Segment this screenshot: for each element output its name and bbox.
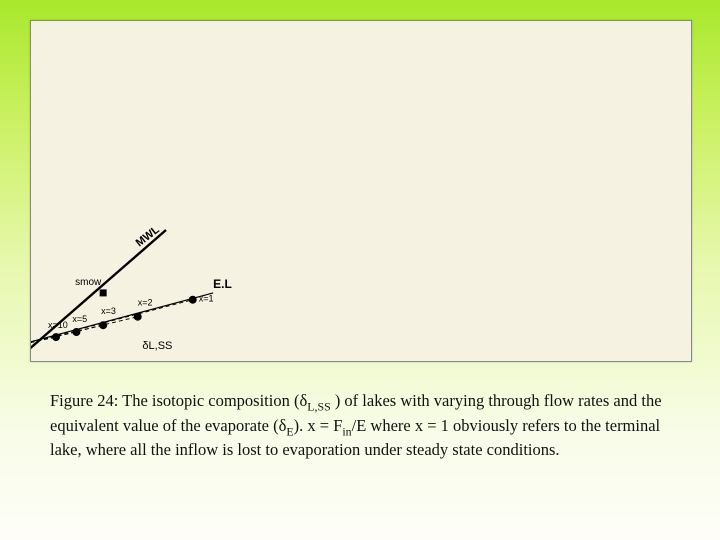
svg-text:x=5: x=5 — [72, 314, 87, 324]
caption-text-3: ). x = F — [294, 416, 343, 435]
figure-caption: Figure 24: The isotopic composition (δL,… — [50, 390, 670, 461]
caption-sub-1: L,SS — [307, 399, 330, 413]
caption-text-1: Figure 24: The isotopic composition (δ — [50, 391, 307, 410]
svg-text:x=10: x=10 — [48, 320, 68, 330]
svg-text:δL,SS: δL,SS — [142, 340, 172, 352]
svg-text:x=1: x=1 — [199, 294, 214, 304]
svg-text:E.L: E.L — [213, 277, 232, 291]
isotope-chart: -25-20-15-10-50+5-100-500δ(18O) ‰δ(2H) ‰… — [31, 21, 691, 361]
svg-text:smow: smow — [75, 277, 102, 288]
caption-sub-2: E — [286, 424, 293, 438]
svg-text:x=2: x=2 — [138, 298, 153, 308]
svg-text:x=3: x=3 — [101, 306, 116, 316]
caption-sub-3: in — [342, 424, 351, 438]
chart-container: -25-20-15-10-50+5-100-500δ(18O) ‰δ(2H) ‰… — [30, 20, 692, 362]
